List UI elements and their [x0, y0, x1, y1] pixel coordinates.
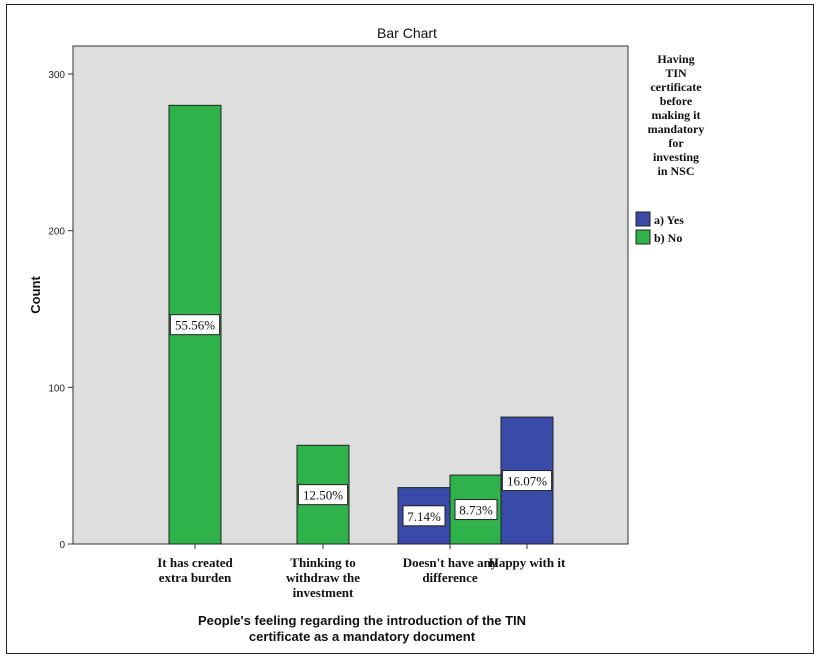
data-label: 16.07%	[507, 474, 547, 489]
bar-chart: Bar Chart 0 100 200 300 55.56% 12.50% 7.14% 8.…	[28, 25, 705, 644]
legend-swatch	[635, 211, 651, 227]
y-tick-label: 200	[48, 227, 65, 238]
data-label: 12.50%	[303, 488, 343, 503]
x-tick-label-line: Thinking to	[290, 555, 355, 570]
legend-item-label: a) Yes	[654, 213, 684, 227]
y-tick-label: 0	[59, 540, 65, 551]
data-label-box	[454, 499, 498, 521]
svg-text:People's feeling regarding the: People's feeling regarding the introduct…	[198, 613, 526, 644]
x-tick-label: Happy with it	[489, 555, 566, 570]
bar-labels: 55.56% 12.50% 7.14% 8.73% 16.07%	[169, 314, 553, 527]
chart-frame: Bar Chart 0 100 200 300 55.56% 12.50% 7.14% 8.…	[6, 4, 814, 654]
x-tick-label: Thinking to withdraw the investment	[286, 555, 360, 600]
x-tick-label-line: extra burden	[159, 570, 232, 585]
data-label-box	[297, 484, 349, 506]
x-tick-label: It has created extra burden	[157, 555, 233, 585]
x-tick-label-line: Happy with it	[489, 555, 566, 570]
x-axis: It has created extra burden Thinking to wit…	[157, 544, 566, 600]
legend: Having TIN certificate before making it manda…	[635, 52, 705, 245]
data-label-box	[402, 505, 446, 527]
y-axis: 0 100 200 300	[48, 70, 73, 551]
legend-item-label: b) No	[654, 231, 682, 245]
x-tick-label-line: Doesn't have any	[403, 555, 498, 570]
data-label: 8.73%	[459, 503, 493, 518]
legend-title: Having TIN certificate before making it manda…	[648, 52, 705, 178]
x-tick-label: Doesn't have any difference	[403, 555, 498, 585]
legend-swatch	[635, 229, 651, 245]
x-axis-title: People's feeling regarding the introduct…	[198, 613, 526, 644]
chart-title: Bar Chart	[377, 25, 437, 41]
y-axis-title: Count	[28, 276, 43, 314]
y-tick-label: 100	[48, 383, 65, 394]
x-tick-label-line: withdraw the	[286, 570, 360, 585]
y-tick-label: 300	[48, 70, 65, 81]
x-tick-label-line: difference	[422, 570, 478, 585]
x-tick-label-line: investment	[293, 585, 354, 600]
data-label: 55.56%	[175, 318, 215, 333]
data-label-box	[501, 470, 553, 492]
x-tick-label-line: It has created	[157, 555, 233, 570]
data-label: 7.14%	[407, 509, 441, 524]
data-label-box	[169, 314, 221, 336]
